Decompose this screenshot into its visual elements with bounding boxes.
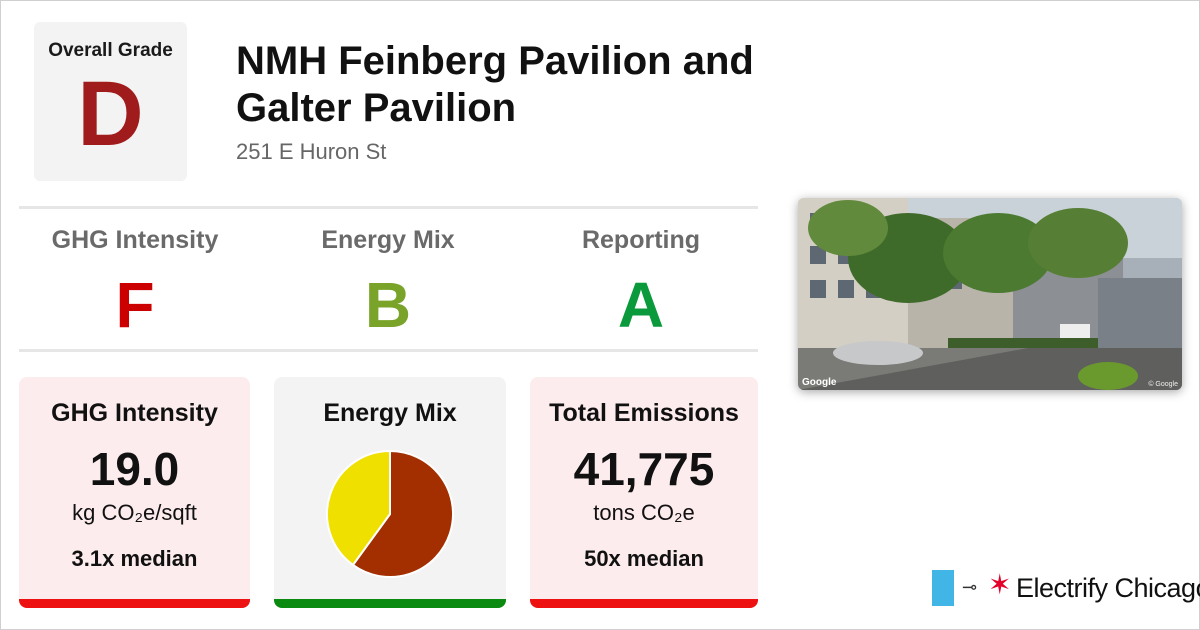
total-emissions-unit: tons CO₂e: [593, 500, 695, 525]
subgrade-name: GHG Intensity: [51, 226, 219, 254]
pie-slice-1: [326, 449, 391, 567]
subgrade-letter: A: [617, 269, 665, 341]
photo-copyright: © Google: [1148, 381, 1178, 388]
energy-mix-card: Energy Mix: [274, 377, 506, 608]
subgrade-reporting: Reporting A: [516, 226, 766, 337]
total-emissions-value: 41,775: [573, 443, 715, 495]
chicago-flag-stripe: [932, 570, 954, 606]
overall-grade-label: Overall Grade: [48, 40, 173, 61]
plug-icon: ⊸: [962, 577, 978, 597]
ghg-intensity-value: 19.0: [89, 443, 180, 495]
card-title: Total Emissions: [549, 399, 739, 427]
energy-mix-pie-chart: [326, 449, 454, 578]
street-view-image: [798, 198, 1182, 390]
building-street-view-photo: Google © Google: [798, 198, 1182, 390]
card-status-bar: [274, 599, 506, 608]
overall-grade-letter: D: [77, 63, 144, 165]
ghg-intensity-unit: kg CO₂e/sqft: [72, 500, 197, 525]
building-address: 251 E Huron St: [236, 139, 387, 164]
pie-slice-0: [351, 449, 454, 578]
divider-bottom: [19, 349, 758, 352]
ghg-intensity-card: GHG Intensity 19.0 kg CO₂e/sqft 3.1x med…: [19, 377, 250, 608]
card-status-bar: [530, 599, 758, 608]
total-emissions-median: 50x median: [584, 546, 704, 571]
chicago-star-icon: ✶: [988, 569, 1012, 600]
subgrade-letter: F: [115, 269, 155, 341]
subgrade-letter: B: [364, 269, 412, 341]
subgrade-name: Energy Mix: [321, 226, 455, 254]
card-title: GHG Intensity: [51, 399, 218, 427]
card-title: Energy Mix: [323, 399, 457, 427]
subgrade-ghg-intensity: GHG Intensity F: [10, 226, 260, 337]
subgrade-name: Reporting: [581, 226, 701, 254]
subgrade-energy-mix: Energy Mix B: [263, 226, 513, 337]
total-emissions-card: Total Emissions 41,775 tons CO₂e 50x med…: [530, 377, 758, 608]
building-name: NMH Feinberg Pavilion and Galter Pavilio…: [236, 39, 754, 130]
card-status-bar: [19, 599, 250, 608]
google-watermark: Google: [802, 377, 837, 388]
brand-name: Electrify Chicago: [1016, 573, 1200, 603]
overall-grade-box: Overall Grade D: [34, 22, 187, 181]
divider-top: [19, 206, 758, 209]
ghg-intensity-median: 3.1x median: [71, 546, 198, 571]
